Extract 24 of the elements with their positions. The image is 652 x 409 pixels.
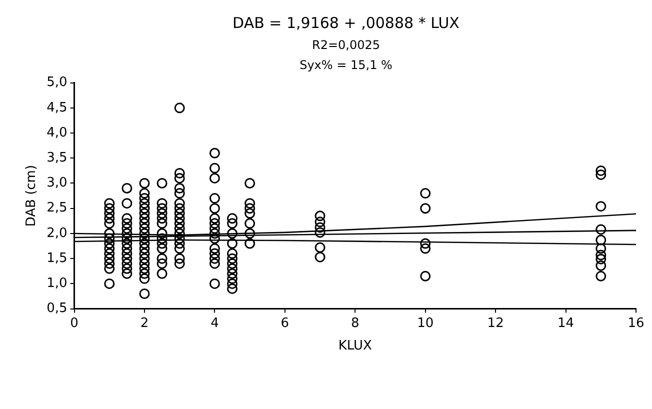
x-tick-label: 2 (140, 316, 149, 331)
x-tick-label: 16 (628, 316, 644, 331)
y-tick-label: 0,5 (46, 301, 68, 316)
y-tick-label: 4,5 (46, 100, 68, 116)
chart-subtitle: R2=0,0025 (310, 37, 381, 52)
chart-title: DAB = 1,9168 + ,00888 * LUX (232, 13, 460, 32)
y-tick-label: 3,0 (46, 176, 68, 191)
text: Syx% = 15,1 % (298, 57, 394, 72)
x-tick-label: 10 (417, 316, 434, 331)
y-tick-label: 2,0 (46, 226, 68, 241)
y-tick-label: 3,5 (46, 150, 68, 166)
y-tick-label: 1,5 (46, 250, 68, 266)
x-tick-label: 8 (350, 316, 360, 331)
x-tick-label: 14 (558, 316, 574, 331)
y-tick-label: 4,0 (46, 125, 68, 140)
y-tick-label: 2,5 (46, 200, 68, 216)
x-tick-label: 4 (210, 316, 219, 331)
x-tick-label: 12 (487, 316, 504, 331)
y-axis-title: DAB (cm) (24, 164, 40, 227)
y-tick-label: 1,0 (46, 276, 68, 292)
x-axis-title: KLUX (338, 338, 372, 354)
y-tick-label: 5,0 (46, 75, 68, 90)
x-tick-label: 0 (70, 316, 78, 331)
x-tick-label: 6 (280, 316, 290, 331)
